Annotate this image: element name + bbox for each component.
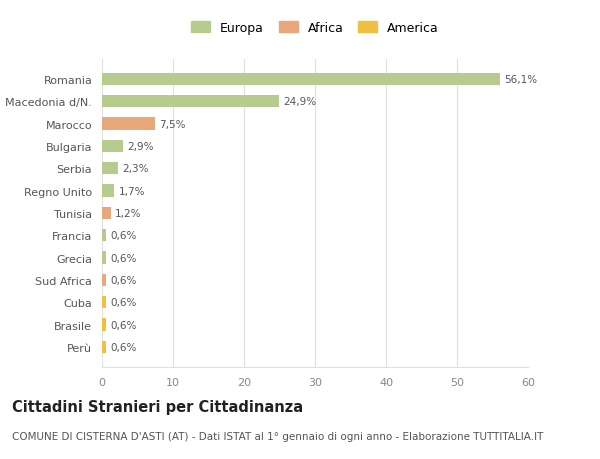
Text: 0,6%: 0,6% bbox=[110, 231, 137, 241]
Text: 0,6%: 0,6% bbox=[110, 320, 137, 330]
Text: 0,6%: 0,6% bbox=[110, 275, 137, 285]
Text: 1,2%: 1,2% bbox=[115, 208, 141, 218]
Text: 24,9%: 24,9% bbox=[283, 97, 316, 107]
Text: 0,6%: 0,6% bbox=[110, 342, 137, 352]
Text: 7,5%: 7,5% bbox=[160, 119, 186, 129]
Bar bbox=[102, 118, 155, 130]
Legend: Europa, Africa, America: Europa, Africa, America bbox=[186, 17, 444, 39]
Bar bbox=[102, 96, 279, 108]
Bar bbox=[102, 341, 106, 353]
Text: COMUNE DI CISTERNA D'ASTI (AT) - Dati ISTAT al 1° gennaio di ogni anno - Elabora: COMUNE DI CISTERNA D'ASTI (AT) - Dati IS… bbox=[12, 431, 544, 442]
Bar bbox=[102, 207, 110, 219]
Bar bbox=[102, 185, 114, 197]
Text: 0,6%: 0,6% bbox=[110, 253, 137, 263]
Bar bbox=[102, 140, 122, 153]
Bar bbox=[102, 319, 106, 331]
Bar bbox=[102, 252, 106, 264]
Bar bbox=[102, 73, 500, 86]
Bar bbox=[102, 297, 106, 308]
Text: 2,3%: 2,3% bbox=[122, 164, 149, 174]
Bar bbox=[102, 274, 106, 286]
Text: 1,7%: 1,7% bbox=[118, 186, 145, 196]
Text: Cittadini Stranieri per Cittadinanza: Cittadini Stranieri per Cittadinanza bbox=[12, 399, 303, 414]
Text: 56,1%: 56,1% bbox=[505, 75, 538, 85]
Bar bbox=[102, 230, 106, 242]
Bar bbox=[102, 163, 118, 175]
Text: 0,6%: 0,6% bbox=[110, 297, 137, 308]
Text: 2,9%: 2,9% bbox=[127, 142, 154, 151]
